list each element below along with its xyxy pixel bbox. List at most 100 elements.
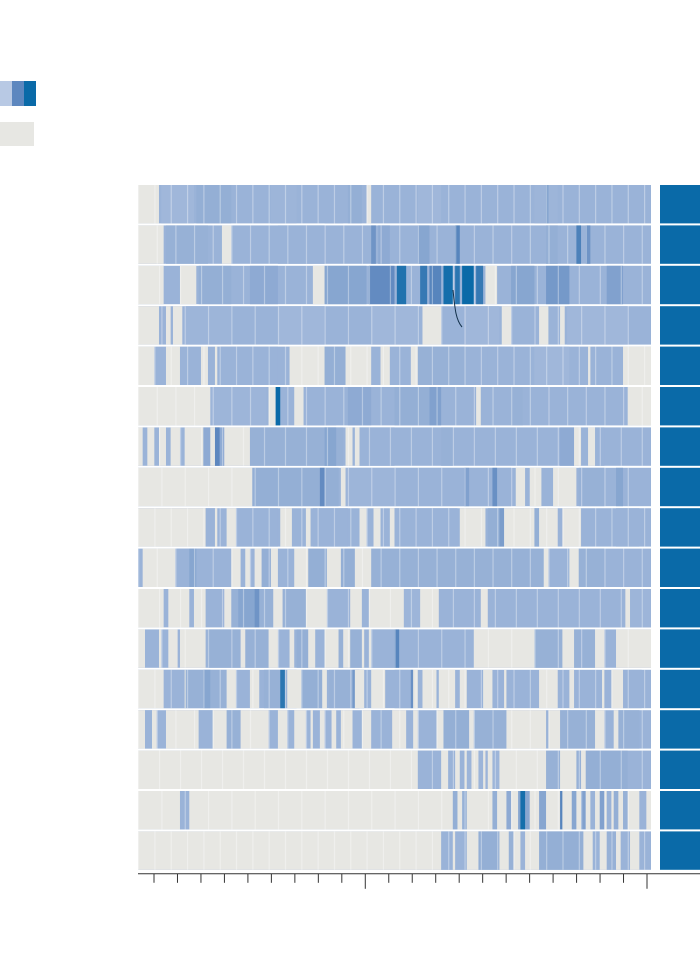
legend-swatch	[24, 81, 36, 106]
cell-separator	[305, 548, 308, 587]
heatmap-cell	[326, 589, 351, 628]
cell-separator	[515, 427, 517, 466]
heatmap-cell	[165, 225, 208, 264]
cell-separator	[417, 791, 420, 830]
cell-separator	[154, 831, 156, 870]
heatmap-nodata-cell	[179, 265, 197, 305]
heatmap-cell	[448, 750, 456, 789]
cell-separator	[399, 831, 401, 870]
heatmap-cell	[144, 710, 152, 749]
heatmap-nodata-cell	[497, 791, 507, 830]
cell-separator	[581, 791, 583, 830]
heatmap-cell	[581, 791, 586, 830]
heatmap-nodata-cell	[345, 346, 372, 385]
cell-separator	[186, 185, 189, 224]
cell-separator	[252, 669, 254, 709]
cell-separator	[546, 831, 548, 870]
cell-separator	[231, 710, 233, 749]
heatmap-cell	[235, 508, 278, 547]
cell-separator	[207, 629, 210, 668]
heatmap-nodata-cell	[602, 669, 605, 709]
heatmap-row-background	[138, 225, 651, 264]
heatmap-cell	[606, 831, 617, 870]
row-total-bar	[660, 791, 700, 830]
cell-separator	[511, 467, 513, 507]
heatmap-nodata-cell	[548, 710, 561, 749]
cell-separator	[333, 831, 336, 870]
cell-separator	[641, 387, 643, 426]
heatmap-nodata-cell	[138, 831, 442, 870]
cell-separator	[203, 346, 205, 385]
heatmap-nodata-cell	[452, 831, 456, 870]
heatmap-cell	[520, 831, 526, 870]
heatmap-nodata-cell	[504, 508, 535, 547]
cell-separator	[324, 225, 326, 264]
heatmap-cell	[534, 629, 563, 668]
cell-separator	[158, 589, 161, 628]
cell-separator	[317, 346, 319, 385]
heatmap-nodata-cell	[354, 548, 372, 587]
cell-separator	[546, 669, 548, 709]
heatmap-cell	[203, 669, 211, 709]
cell-separator	[578, 831, 580, 870]
heatmap-row-4	[138, 306, 700, 345]
row-total-bar	[660, 427, 700, 466]
heatmap-cell	[441, 831, 453, 870]
heatmap-cell	[417, 750, 442, 789]
cell-separator	[301, 831, 303, 870]
cell-separator	[557, 306, 559, 345]
heatmap-row-9	[138, 508, 700, 547]
cell-separator	[513, 508, 515, 547]
cell-separator	[138, 387, 140, 426]
heatmap-nodata-cell	[543, 548, 549, 587]
cell-separator	[249, 710, 252, 749]
cell-separator	[263, 750, 266, 789]
cell-separator	[175, 387, 177, 426]
heatmap-cell	[345, 467, 395, 507]
cell-separator	[389, 750, 392, 789]
cell-separator	[175, 225, 177, 264]
cell-separator	[268, 508, 270, 547]
row-total-bar	[660, 831, 700, 870]
cell-separator	[380, 387, 382, 426]
cell-separator	[394, 629, 396, 668]
heatmap-cell	[506, 791, 512, 830]
heatmap-nodata-cell	[138, 185, 159, 224]
heatmap-nodata-cell	[361, 710, 372, 749]
heatmap-nodata-cell	[193, 589, 206, 628]
cell-separator	[604, 467, 606, 507]
heatmap-cell	[639, 791, 647, 830]
heatmap-row-10	[138, 548, 700, 587]
cell-separator	[347, 589, 350, 628]
heatmap-nodata-cell	[599, 831, 607, 870]
heatmap-cell	[576, 750, 582, 789]
heatmap-row-12	[138, 629, 700, 668]
cell-separator	[473, 387, 475, 426]
heatmap-cell	[492, 467, 498, 507]
cell-separator	[473, 589, 475, 628]
cell-separator	[599, 427, 601, 466]
cell-separator	[604, 225, 606, 264]
heatmap-nodata-cell	[361, 629, 365, 668]
heatmap-nodata-cell	[574, 427, 582, 466]
cell-separator	[305, 265, 308, 305]
cell-separator	[287, 387, 289, 426]
heatmap-nodata-cell	[168, 589, 190, 628]
cell-separator	[473, 427, 475, 466]
cell-separator	[604, 629, 606, 668]
heatmap-cell	[585, 750, 628, 789]
cell-separator	[567, 387, 569, 426]
heatmap-nodata-cell	[224, 427, 250, 466]
cell-separator	[557, 589, 559, 628]
cell-separator	[156, 225, 158, 264]
cell-separator	[193, 548, 196, 587]
heatmap-cell	[371, 629, 395, 668]
heatmap-nodata-cell	[616, 629, 651, 668]
cell-separator	[170, 185, 172, 224]
heatmap-row-2	[138, 225, 700, 264]
cell-separator	[231, 306, 233, 345]
cell-separator	[242, 427, 245, 466]
cell-separator	[324, 467, 326, 507]
heatmap-nodata-cell	[366, 185, 372, 224]
cell-separator	[268, 387, 270, 426]
